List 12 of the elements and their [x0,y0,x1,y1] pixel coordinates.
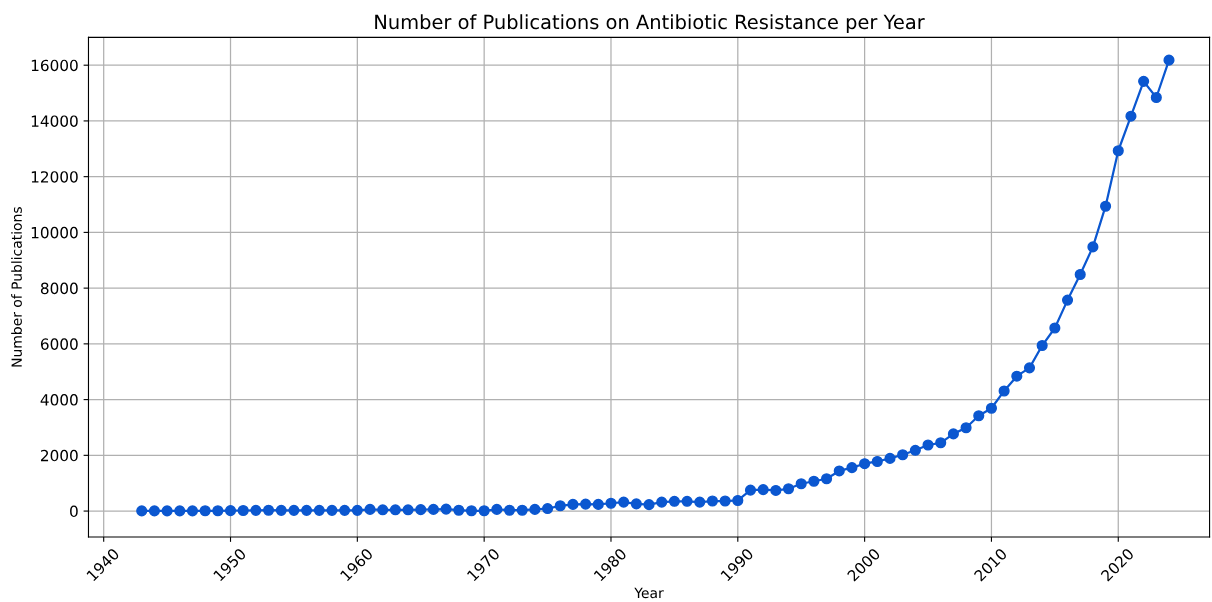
y-tick-label: 14000 [31,115,78,127]
y-axis-title: Number of Publications [11,207,22,367]
y-tick-label: 12000 [31,171,78,183]
y-tick-label: 2000 [40,449,78,462]
x-axis-title: Year [634,587,664,599]
chart-title: Number of Publications on Antibiotic Resistance per Year [375,14,925,34]
y-tick-label: 10000 [31,226,78,239]
y-tick-label: 6000 [40,338,78,350]
y-tick-label: 4000 [40,394,78,406]
y-tick-label: 8000 [40,282,78,295]
y-tick-label: 16000 [31,59,78,72]
y-tick-label: 0 [70,505,78,518]
